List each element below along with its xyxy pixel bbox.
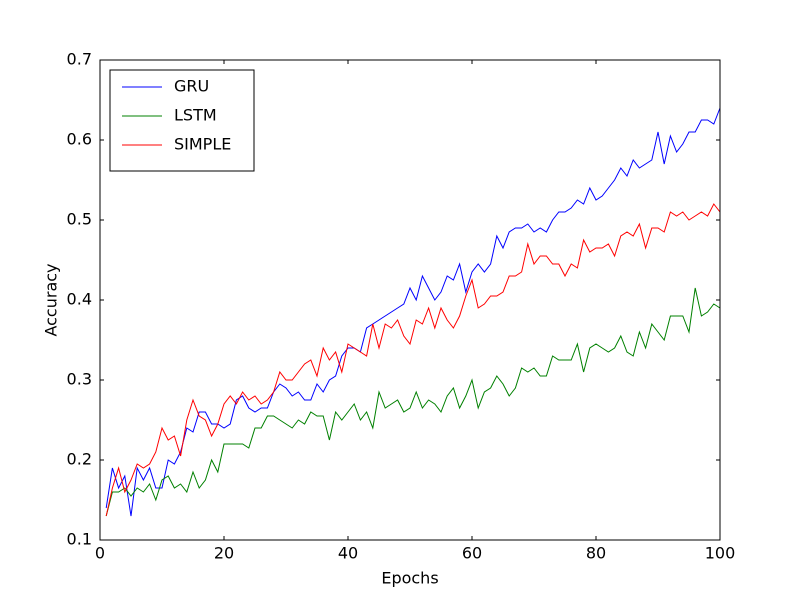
line-series (105, 287, 721, 517)
line-series (105, 203, 721, 517)
legend-label: GRU (174, 77, 209, 96)
x-tick-label: 0 (95, 544, 105, 563)
y-axis-label: Accuracy (42, 263, 61, 336)
legend-label: LSTM (174, 106, 217, 125)
x-tick-label: 20 (214, 544, 234, 563)
x-tick-label: 80 (586, 544, 606, 563)
plot-frame (99, 59, 721, 541)
y-tick-label: 0.5 (67, 210, 92, 229)
y-tick-label: 0.7 (67, 50, 92, 69)
x-axis-label: Epochs (381, 569, 438, 588)
y-tick-label: 0.3 (67, 370, 92, 389)
x-tick-label: 60 (462, 544, 482, 563)
y-tick-label: 0.2 (67, 450, 92, 469)
line-series (105, 107, 721, 517)
legend-label: SIMPLE (174, 135, 231, 154)
y-tick-label: 0.1 (67, 530, 92, 549)
x-tick-label: 40 (338, 544, 358, 563)
y-tick-label: 0.4 (67, 290, 92, 309)
x-tick-label: 100 (705, 544, 736, 563)
y-tick-label: 0.6 (67, 130, 92, 149)
